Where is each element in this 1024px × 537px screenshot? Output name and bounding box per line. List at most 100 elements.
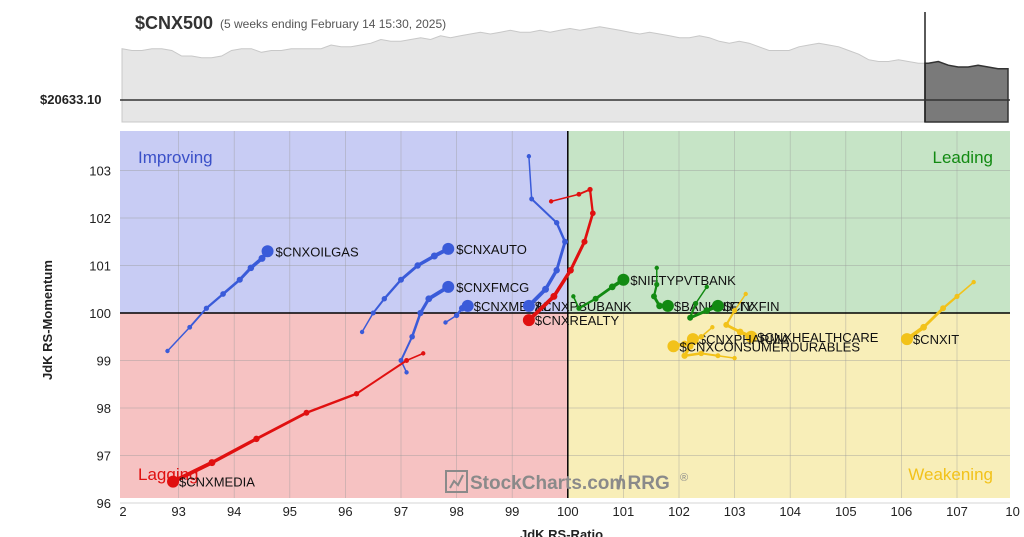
trail-point (542, 285, 550, 293)
head-point[interactable] (461, 299, 474, 312)
chart-period: (5 weeks ending February 14 15:30, 2025) (220, 17, 446, 31)
trail-segment (550, 193, 580, 203)
series-cnxmedia[interactable]: $CNXMEDIA (167, 351, 426, 490)
trail-point (576, 191, 582, 197)
benchmark-area (121, 26, 1009, 123)
grid-lines (120, 131, 1010, 504)
x-tick-label: 103 (724, 504, 746, 519)
head-point[interactable] (442, 242, 455, 255)
trail-segment (399, 264, 420, 282)
trail-segment (355, 359, 408, 395)
trail-point (736, 328, 744, 336)
trail-point (681, 340, 688, 348)
trail-segment (552, 268, 573, 299)
series-cnxconsumerdurables[interactable]: $CNXCONSUMERDURABLES (667, 325, 860, 354)
y-tick-label: 103 (89, 164, 111, 179)
trail-point (529, 196, 535, 202)
y-axis-label: JdK RS-Momentum (40, 260, 55, 380)
head-point[interactable] (522, 299, 535, 312)
y-tick-label: 96 (97, 496, 111, 511)
trail-point (453, 312, 460, 319)
series-label: $CNXFIN (724, 299, 780, 314)
trail-point (553, 267, 560, 274)
trail-segment (956, 281, 975, 298)
head-point[interactable] (167, 475, 180, 488)
price-label: $20633.10 (40, 92, 101, 107)
series-cnxauto[interactable]: $CNXAUTO (359, 242, 527, 335)
quadrant-label-improving: Improving (138, 148, 213, 167)
trail-point (562, 238, 568, 245)
head-point[interactable] (442, 280, 455, 293)
quadrant-weakening (567, 313, 1010, 498)
trail-point (370, 310, 376, 316)
series-label: $CNXIT (913, 332, 959, 347)
trail-point (253, 435, 260, 443)
x-tick-label: 105 (835, 504, 857, 519)
trail-segment (221, 278, 242, 296)
trail-point (398, 358, 404, 363)
series-cnxfmcg[interactable]: $CNXFMCG (398, 280, 530, 375)
trail-segment (205, 292, 225, 310)
trail-point (381, 296, 388, 302)
trail-point (550, 292, 558, 300)
trail-point (247, 264, 255, 272)
trail-segment (694, 286, 708, 305)
watermark-logo-icon (445, 470, 468, 493)
trail-point (654, 281, 660, 288)
trail-segment (405, 352, 424, 362)
trail-point (567, 266, 574, 274)
head-point[interactable] (900, 333, 913, 346)
quadrant-labels: Improving Leading Lagging Weakening (138, 148, 993, 484)
trail-point (187, 324, 193, 330)
trail-segment (588, 188, 594, 215)
series-cnxfin[interactable]: $CNXFIN (687, 284, 780, 321)
x-axis-ticks: 2 93 94 95 96 97 98 99 100 101 102 103 104 105 106 107 1… (119, 504, 1019, 519)
trail-point (971, 279, 976, 285)
series-cnxrealty[interactable]: $CNXREALTY (522, 186, 620, 328)
trail-point (417, 309, 424, 317)
trail-point (409, 333, 415, 340)
trail-segment (700, 352, 719, 357)
trail-point (359, 329, 365, 335)
trail-point (715, 353, 721, 359)
y-tick-label: 99 (97, 354, 111, 369)
head-point[interactable] (711, 299, 724, 312)
trail-segment (171, 460, 214, 484)
trail-segment (383, 278, 403, 300)
trail-segment (543, 268, 559, 291)
trail-point (654, 265, 659, 271)
series-cnxit[interactable]: $CNXIT (900, 279, 976, 347)
x-tick-label: 10 (1005, 504, 1019, 519)
watermark-logo-mark (449, 474, 464, 489)
head-point[interactable] (617, 273, 630, 286)
y-tick-label: 97 (97, 449, 111, 464)
x-tick-label: 107 (946, 504, 968, 519)
series-cnxoilgas[interactable]: $CNXOILGAS (165, 244, 359, 354)
trail-segment (254, 411, 308, 441)
trail-point (553, 220, 560, 226)
watermark-brand: StockCharts.com (470, 473, 626, 494)
trail-segment (305, 392, 358, 414)
benchmark-area-group (121, 26, 1009, 123)
quadrant-leading (567, 131, 1010, 313)
trail-point (571, 294, 576, 299)
series-group: $CNXOILGAS$CNXAUTO$CNXFMCG$CNXMETAL$CNXP… (165, 154, 976, 490)
x-axis-label: JdK RS-Ratio (520, 527, 603, 537)
head-point[interactable] (745, 330, 758, 343)
x-tick-label: 104 (779, 504, 801, 519)
head-point[interactable] (522, 314, 535, 327)
trail-point (404, 358, 410, 363)
head-point[interactable] (667, 340, 680, 353)
trail-segment (399, 335, 414, 362)
series-cnxhealthcare[interactable]: $CNXHEALTHCARE (723, 291, 879, 345)
head-point[interactable] (261, 245, 274, 258)
trail-point (656, 302, 663, 310)
series-label: $NIFTYPVTBANK (630, 273, 736, 288)
trail-point (443, 320, 448, 325)
trail-point (414, 262, 421, 269)
benchmark-area-highlight (924, 60, 1009, 123)
trail-segment (922, 306, 945, 329)
head-point[interactable] (661, 299, 674, 312)
quadrant-label-weakening: Weakening (908, 465, 993, 484)
